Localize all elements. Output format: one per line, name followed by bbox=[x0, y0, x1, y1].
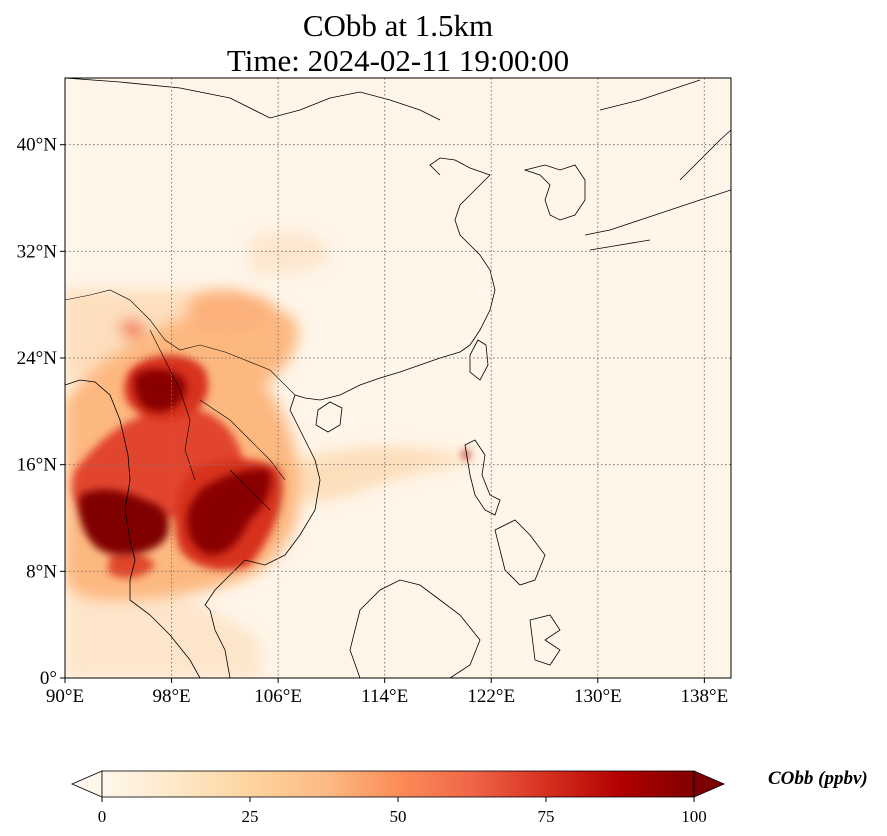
x-tick-label: 90°E bbox=[46, 686, 84, 707]
concentration-field bbox=[65, 78, 731, 678]
x-tick-label: 98°E bbox=[152, 686, 190, 707]
colorbar-tick-label: 50 bbox=[390, 807, 407, 826]
x-axis-ticks: 90°E 98°E 106°E 114°E 122°E 130°E 138°E bbox=[46, 678, 728, 707]
colorbar: 0 25 50 75 100 bbox=[70, 770, 726, 826]
x-tick-label: 122°E bbox=[467, 686, 515, 707]
colorbar-extend-max bbox=[693, 770, 726, 798]
colorbar-ticks: 0 25 50 75 100 bbox=[98, 797, 707, 826]
y-tick-label: 8°N bbox=[26, 561, 57, 582]
map-title-line2: Time: 2024-02-11 19:00:00 bbox=[226, 43, 570, 78]
x-tick-label: 106°E bbox=[254, 686, 302, 707]
colorbar-tick-label: 0 bbox=[98, 807, 107, 826]
y-tick-label: 24°N bbox=[17, 348, 58, 369]
x-tick-label: 114°E bbox=[361, 686, 408, 707]
x-tick-label: 138°E bbox=[681, 686, 729, 707]
coastlines bbox=[65, 78, 731, 678]
y-axis-ticks: 0° 8°N 16°N 24°N 32°N 40°N bbox=[17, 135, 65, 689]
colorbar-tick-label: 25 bbox=[242, 807, 259, 826]
colorbar-extend-min bbox=[70, 770, 103, 798]
gridlines bbox=[65, 78, 731, 678]
y-tick-label: 16°N bbox=[17, 455, 58, 476]
y-tick-label: 32°N bbox=[17, 241, 58, 262]
colorbar-gradient bbox=[102, 771, 694, 797]
map-frame bbox=[64, 77, 732, 679]
x-tick-label: 130°E bbox=[574, 686, 622, 707]
y-tick-label: 0° bbox=[40, 668, 57, 689]
map-title-line1: CObb at 1.5km bbox=[302, 8, 494, 43]
colorbar-tick-label: 75 bbox=[538, 807, 555, 826]
colorbar-tick-label: 100 bbox=[681, 807, 707, 826]
y-tick-label: 40°N bbox=[17, 135, 58, 156]
colorbar-label: CObb (ppbv) bbox=[768, 768, 868, 789]
